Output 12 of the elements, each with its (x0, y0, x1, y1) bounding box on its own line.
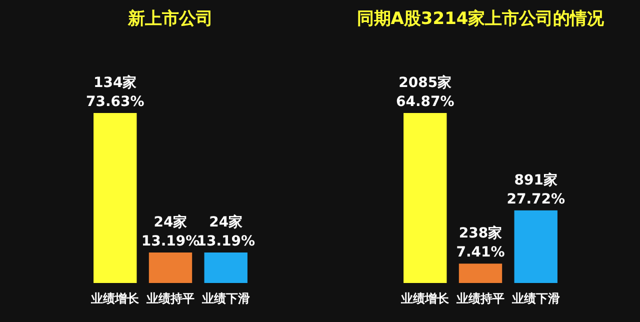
x-tick-label: 业绩增长 (400, 292, 450, 306)
data-label: 2085家 64.87% (396, 74, 454, 110)
x-tick-label: 业绩持平 (456, 292, 504, 306)
data-label: 891家 27.72% (506, 171, 566, 208)
data-label: 134家 73.63% (86, 74, 144, 110)
data-label: 238家 7.41% (456, 224, 505, 261)
x-tick-label: 业绩下滑 (510, 292, 560, 306)
x-tick-label: 业绩下滑 (200, 292, 250, 306)
chart-title: 同期A股3214家上市公司的情况 (356, 9, 606, 29)
x-tick-label: 业绩增长 (90, 292, 140, 306)
x-tick-label: 业绩持平 (146, 292, 194, 306)
chart-title: 新上市公司 (127, 9, 213, 29)
